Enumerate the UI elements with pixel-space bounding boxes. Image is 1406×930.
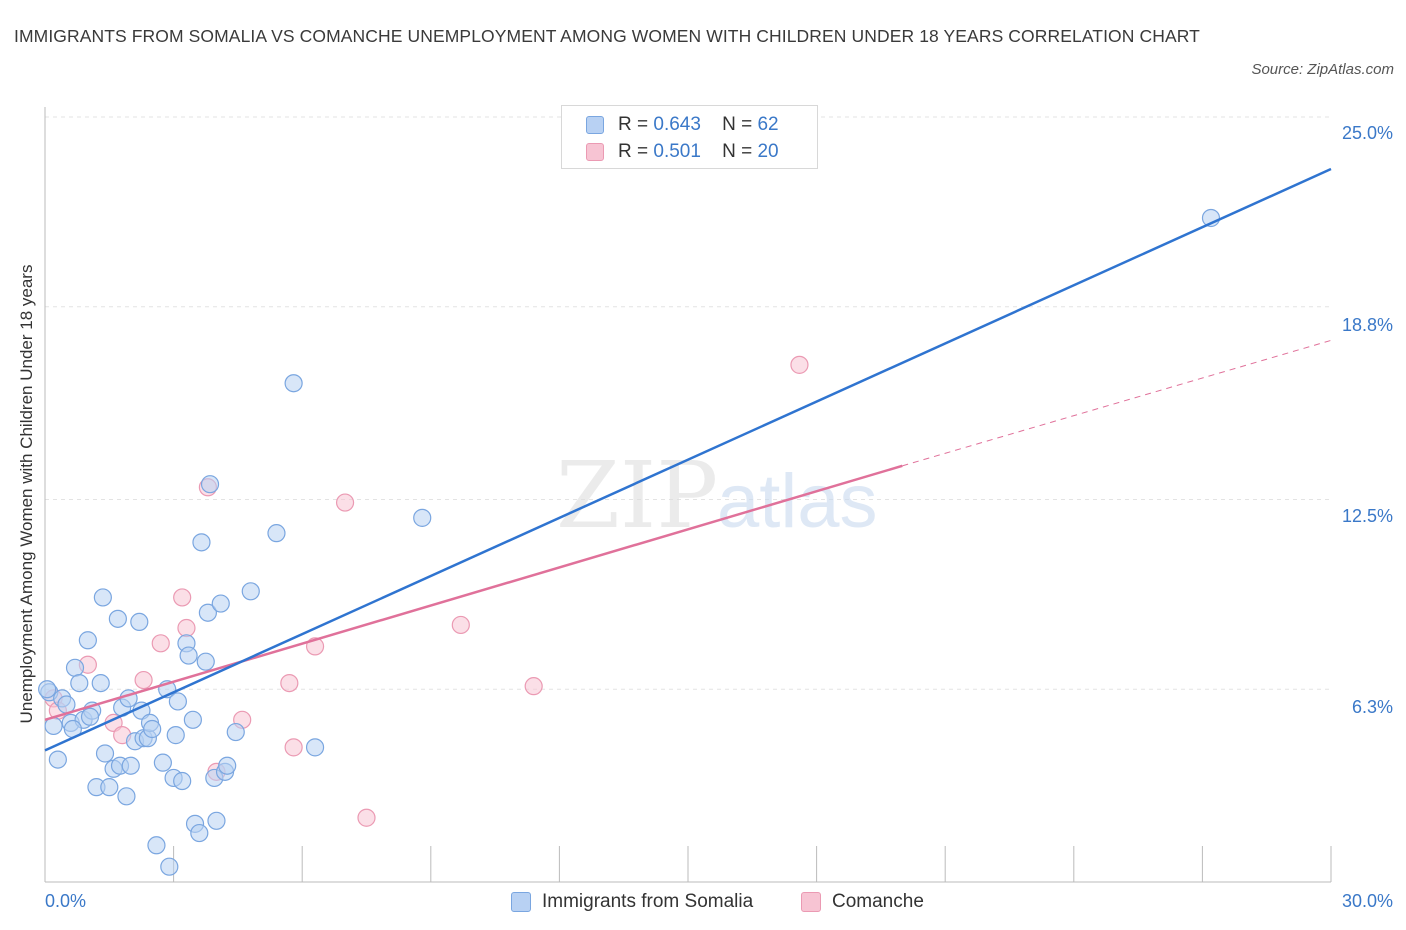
somalia-point: [192, 533, 211, 552]
bottom-legend-label-somalia: Immigrants from Somalia: [542, 891, 754, 912]
comanche-point: [134, 670, 153, 690]
legend-r-value-somalia: 0.643: [653, 114, 701, 135]
somalia-point: [108, 609, 127, 628]
bottom-legend-label-comanche: Comanche: [832, 891, 924, 912]
somalia-point: [95, 744, 115, 763]
bottom-legend-somalia: Immigrants from Somalia: [511, 889, 753, 915]
gridlines: [45, 116, 1331, 690]
x-tick-label-min: 0.0%: [45, 891, 87, 911]
watermark: ZIP atlas: [556, 442, 878, 549]
somalia-point: [147, 836, 166, 855]
legend-r-value-comanche: 0.501: [653, 141, 701, 162]
somalia-point: [143, 719, 162, 739]
comanche-trend-extension: [902, 339, 1332, 467]
somalia-point: [168, 692, 187, 711]
somalia-point: [93, 588, 112, 607]
legend-swatch-comanche: [586, 143, 604, 161]
somalia-point: [65, 658, 85, 677]
legend-n-label: N =: [722, 114, 753, 135]
chart-title: IMMIGRANTS FROM SOMALIA VS COMANCHE UNEM…: [14, 26, 1200, 46]
somalia-point: [198, 603, 217, 622]
axes: [44, 107, 1332, 883]
y-tick-label: 25.0%: [1341, 123, 1393, 143]
somalia-point: [91, 673, 110, 693]
comanche-point: [151, 634, 170, 653]
somalia-point: [241, 582, 260, 601]
somalia-point: [38, 680, 57, 699]
somalia-point: [183, 710, 202, 729]
comanche-point: [335, 493, 355, 512]
somalia-point: [211, 594, 230, 613]
somalia-point: [200, 475, 220, 494]
legend-r-label: R =: [618, 114, 649, 135]
comanche-point: [451, 615, 470, 635]
somalia-point: [267, 524, 286, 543]
somalia-point: [196, 652, 215, 671]
correlation-legend: R = 0.643 N = 62 R = 0.501 N = 20: [561, 105, 818, 169]
comanche-point: [524, 677, 543, 696]
comanche-point: [177, 618, 196, 638]
somalia-point: [226, 722, 245, 742]
x-tick-label-max: 30.0%: [1341, 891, 1393, 911]
somalia-point: [305, 738, 325, 757]
comanche-point: [280, 673, 299, 693]
somalia-point: [100, 778, 119, 797]
somalia-point: [179, 646, 198, 665]
legend-row-somalia: R = 0.643 N = 62: [586, 113, 779, 137]
somalia-point: [218, 756, 237, 775]
legend-r-label: R =: [618, 141, 649, 162]
legend-row-comanche: R = 0.501 N = 20: [586, 140, 779, 164]
somalia-point: [70, 673, 89, 693]
bottom-legend-comanche: Comanche: [801, 889, 924, 915]
y-tick-label: 18.8%: [1341, 315, 1393, 335]
y-axis-label: Unemployment Among Women with Children U…: [17, 264, 36, 724]
somalia-point: [173, 771, 192, 791]
somalia-point: [130, 612, 149, 632]
legend-n-value-comanche: 20: [757, 141, 779, 162]
somalia-point: [207, 811, 226, 830]
somalia-point: [413, 508, 432, 527]
somalia-point: [284, 374, 303, 393]
watermark-zip: ZIP: [556, 442, 718, 549]
somalia-trend-line: [44, 167, 1332, 752]
legend-swatch-somalia: [586, 116, 604, 134]
somalia-point: [48, 750, 67, 769]
somalia-point: [160, 857, 179, 876]
legend-n-value-somalia: 62: [757, 114, 779, 135]
comanche-point: [173, 588, 192, 607]
somalia-point: [117, 787, 136, 806]
comanche-point: [790, 355, 809, 374]
comanche-point: [357, 808, 376, 827]
somalia-point: [80, 707, 100, 726]
somalia-point: [121, 756, 140, 775]
trend-lines: [44, 167, 1332, 752]
y-tick-label: 6.3%: [1351, 697, 1393, 717]
bottom-legend-swatch-somalia: [511, 892, 531, 912]
somalia-point: [153, 753, 172, 772]
comanche-point: [284, 738, 303, 757]
y-tick-label: 12.5%: [1341, 506, 1393, 526]
somalia-point: [190, 823, 209, 843]
comanche-trend-line: [44, 464, 903, 722]
legend-n-label: N =: [722, 141, 753, 162]
somalia-point: [166, 726, 185, 745]
bottom-legend-swatch-comanche: [801, 892, 821, 912]
watermark-atlas: atlas: [717, 459, 878, 544]
somalia-point: [78, 631, 97, 650]
source-label: Source: ZipAtlas.com: [1251, 61, 1394, 78]
